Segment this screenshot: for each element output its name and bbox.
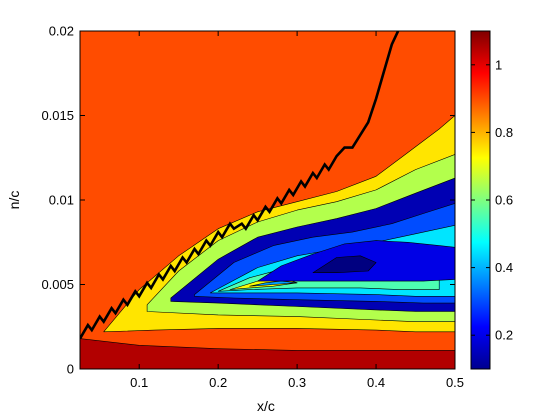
y-tick-label: 0.005 [41,277,74,292]
y-tick-label: 0.01 [49,193,74,208]
contour-fills [80,115,455,369]
x-axis: 0.1 0.2 0.3 0.4 0.5 [130,31,464,390]
colorbar-tick-label: 0.8 [495,125,513,140]
colorbar-tick-label: 0.6 [495,193,513,208]
colorbar: 0.2 0.4 0.6 0.8 1 [470,30,513,370]
boundary-line-layer [80,31,400,340]
x-tick-label: 0.3 [288,375,306,390]
contour-region-10 [312,255,377,274]
x-tick-label: 0.1 [130,375,148,390]
y-axis: 0 0.005 0.01 0.015 0.02 [41,24,455,377]
x-tick-label: 0.4 [367,375,385,390]
colorbar-tick-label: 1 [495,57,502,72]
contour-region-8 [249,280,298,287]
plot-area [79,30,456,370]
x-tick-label: 0.5 [446,375,464,390]
contour-region-0 [80,338,455,369]
y-tick-label: 0 [67,362,74,377]
colorbar-tick-label: 0.4 [495,260,513,275]
y-axis-label: n/c [6,191,22,210]
y-tick-label: 0.015 [41,108,74,123]
colorbar-ticks: 0.2 0.4 0.6 0.8 1 [471,57,513,343]
y-tick-label: 0.02 [49,24,74,39]
boundary-line [80,31,400,340]
colorbar-tick-label: 0.2 [495,328,513,343]
x-tick-label: 0.2 [209,375,227,390]
x-axis-label: x/c [257,398,275,414]
